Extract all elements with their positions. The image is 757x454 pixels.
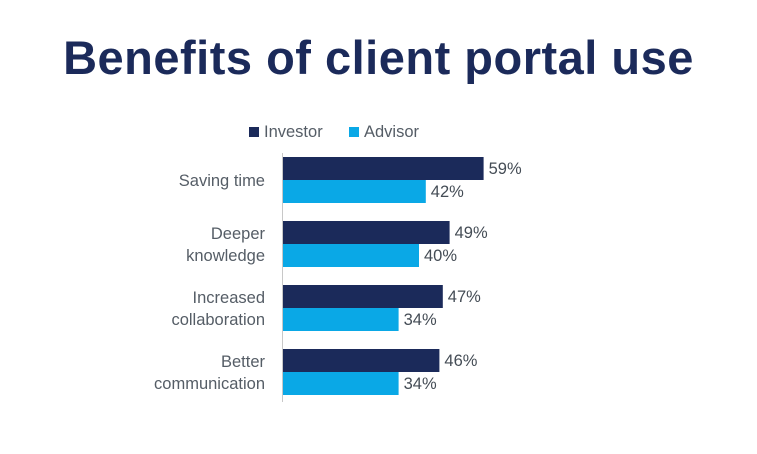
data-label-investor: 46% <box>444 352 477 370</box>
legend-swatch-investor <box>249 127 259 137</box>
data-label-advisor: 34% <box>404 375 437 393</box>
data-label-advisor: 34% <box>404 311 437 329</box>
data-label-advisor: 40% <box>424 247 457 265</box>
category-label: Saving time <box>179 172 265 190</box>
bar-investor <box>283 349 440 372</box>
legend-swatch-advisor <box>349 127 359 137</box>
category-label: communication <box>154 375 265 393</box>
data-label-investor: 49% <box>455 224 488 242</box>
bar-investor <box>283 285 443 308</box>
bar-advisor <box>283 308 399 331</box>
category-label: Better <box>221 353 266 371</box>
legend-label-advisor: Advisor <box>364 123 420 141</box>
data-label-advisor: 42% <box>431 183 464 201</box>
bar-advisor <box>283 180 426 203</box>
category-label: collaboration <box>171 311 265 329</box>
bar-advisor <box>283 244 419 267</box>
data-label-investor: 47% <box>448 288 481 306</box>
page-title: Benefits of client portal use <box>63 31 694 84</box>
bar-investor <box>283 157 484 180</box>
category-label: Deeper <box>211 225 266 243</box>
bar-investor <box>283 221 450 244</box>
data-label-investor: 59% <box>489 160 522 178</box>
category-label: Increased <box>193 289 265 307</box>
legend-label-investor: Investor <box>264 123 323 141</box>
bar-advisor <box>283 372 399 395</box>
category-label: knowledge <box>186 247 265 265</box>
